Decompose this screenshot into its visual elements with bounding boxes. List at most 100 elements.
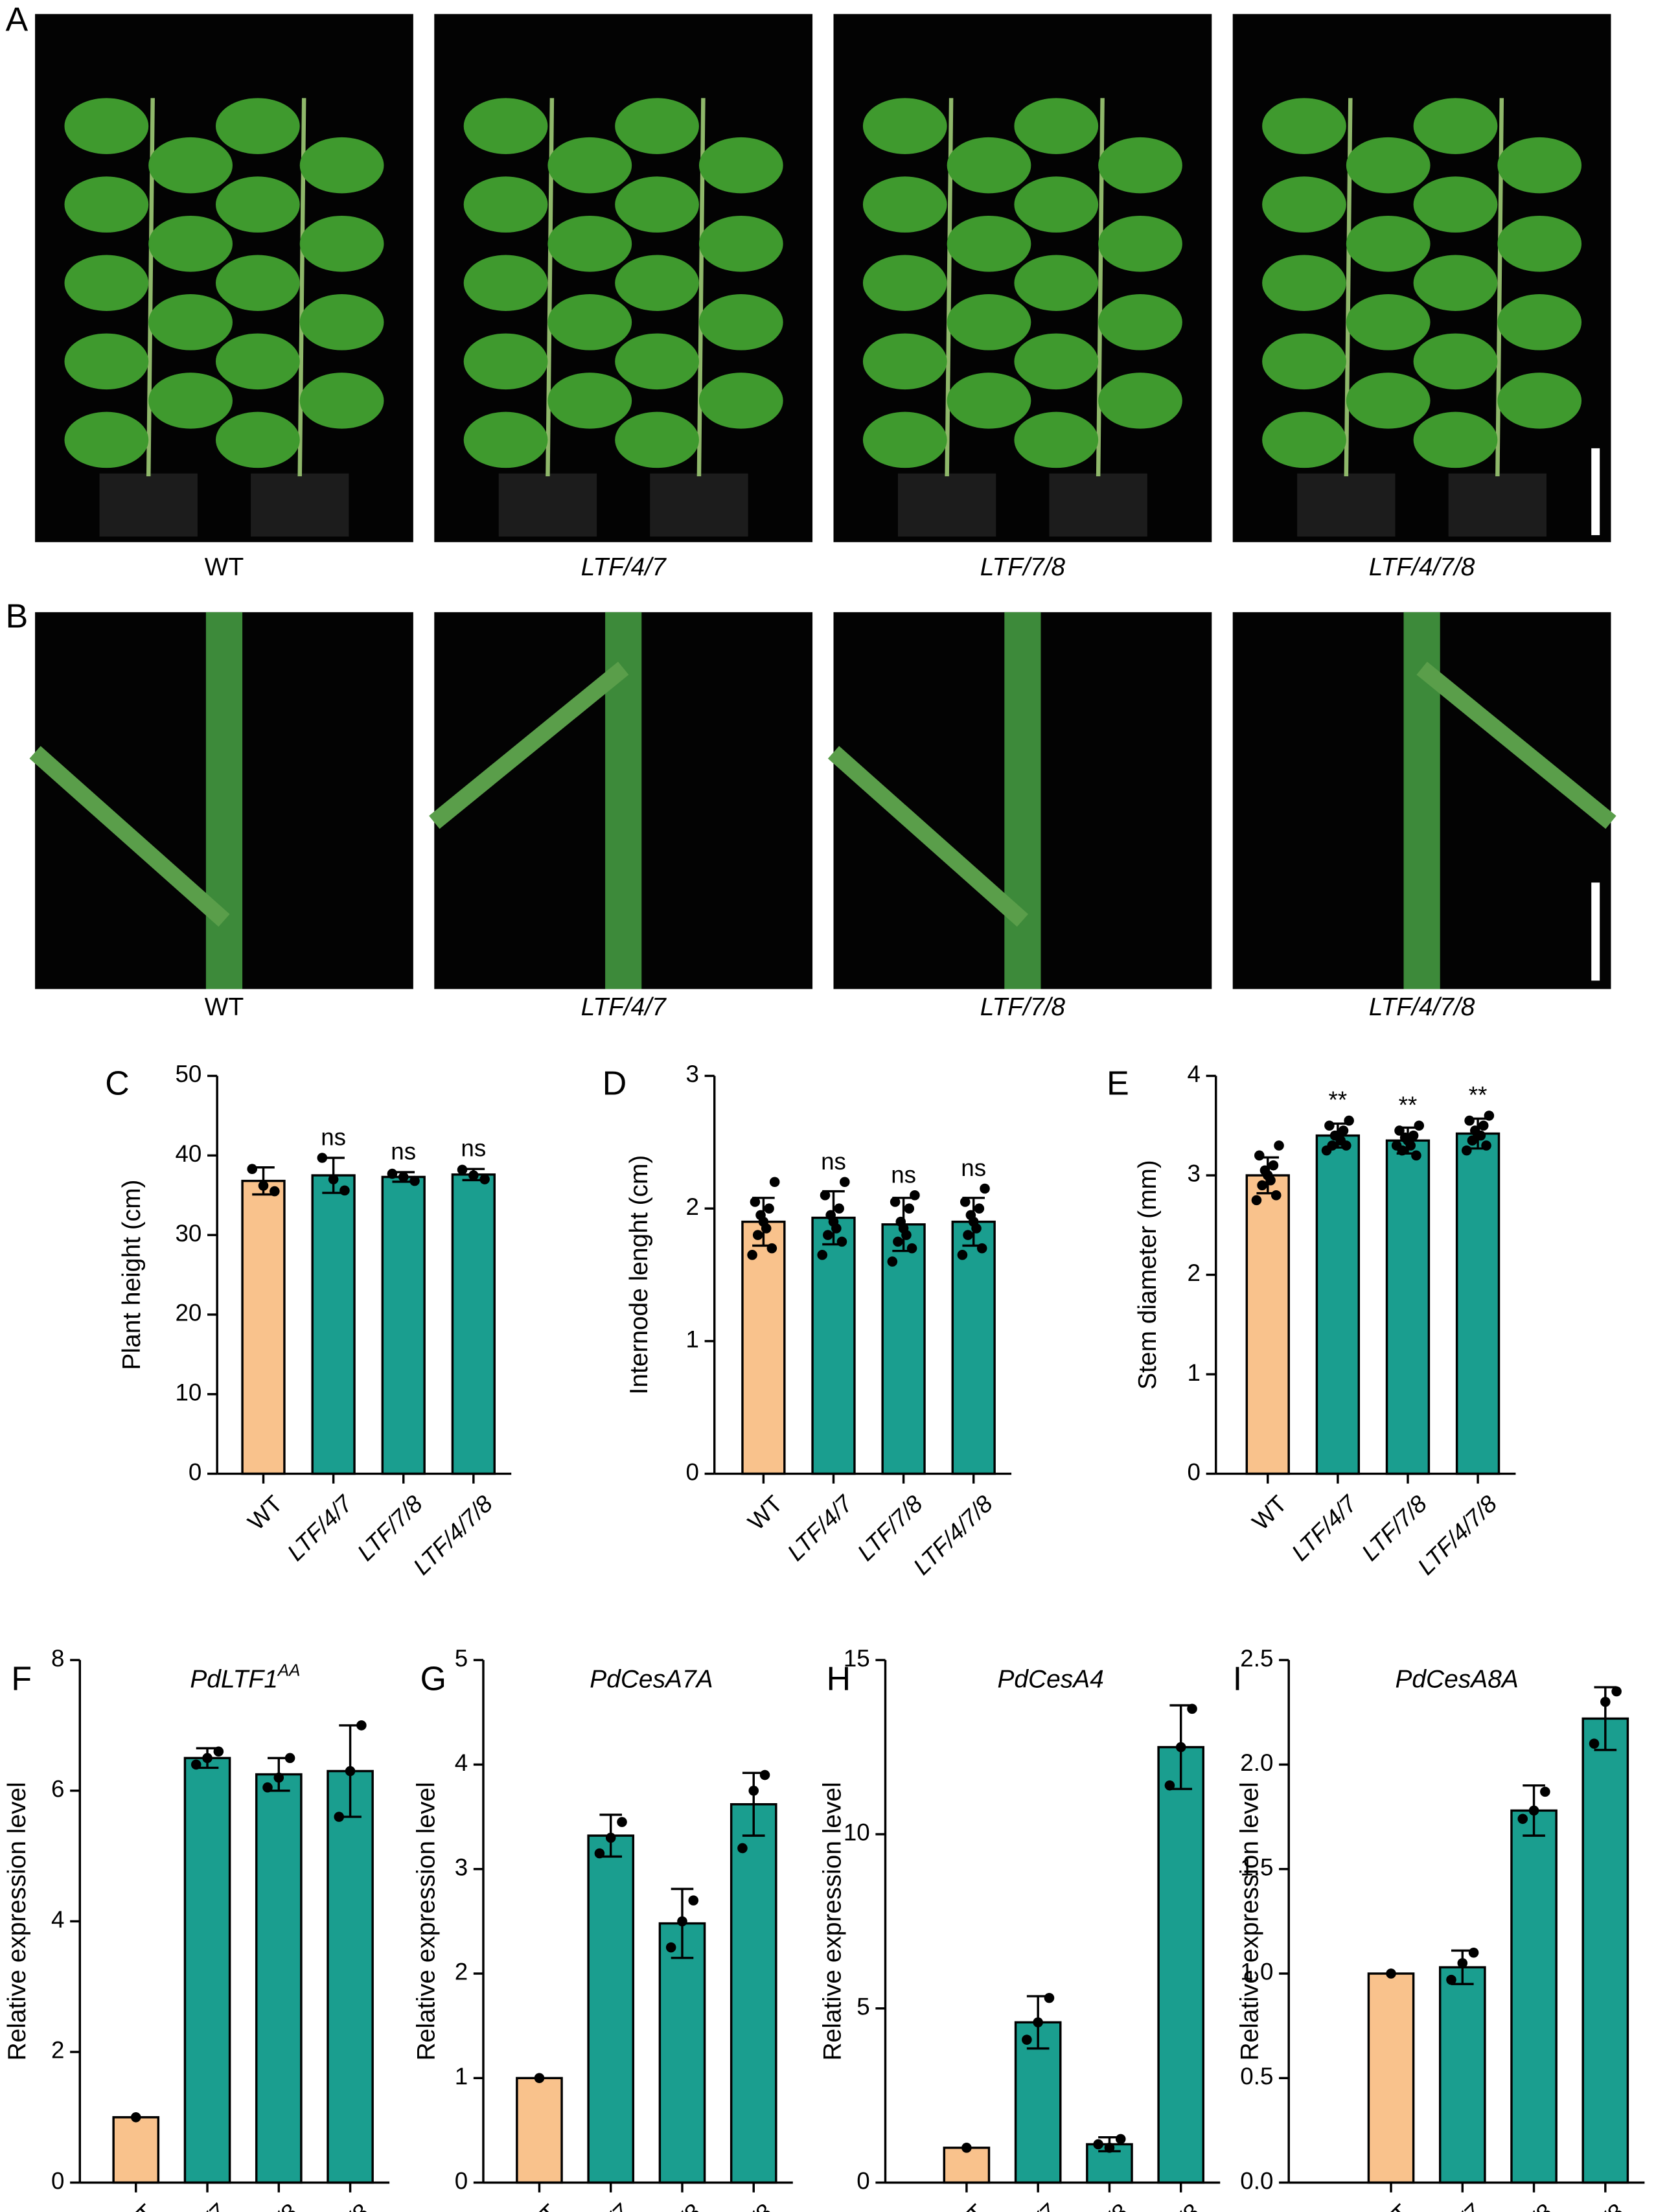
data-point [961, 2143, 972, 2153]
leaf [463, 98, 548, 154]
data-point [764, 1203, 774, 1214]
y-tick-label: 2.0 [1240, 1749, 1273, 1776]
leaf [947, 373, 1031, 429]
y-tick-label: 0.5 [1240, 2063, 1273, 2090]
significance: ns [461, 1135, 486, 1162]
data-point [759, 1769, 770, 1780]
y-tick-label: 2.5 [1240, 1645, 1273, 1672]
leaf [1014, 411, 1099, 468]
leaf [64, 176, 149, 233]
bar [1510, 1809, 1558, 2184]
data-point [1324, 1120, 1335, 1131]
leaf [698, 137, 783, 194]
bar [241, 1179, 286, 1475]
y-axis-label: Internode lenght (cm) [625, 1155, 653, 1395]
data-point [1344, 1115, 1354, 1126]
leaf [547, 294, 632, 351]
x-tick-label: LTF/4/7 [1287, 1490, 1363, 1566]
y-tick-label: 6 [51, 1775, 64, 1802]
stem [205, 612, 243, 989]
data-point [688, 1895, 699, 1906]
data-point [339, 1185, 350, 1196]
y-tick-label: 5 [856, 1993, 869, 2020]
bar [1438, 1966, 1486, 2184]
panel-label: E [1107, 1064, 1129, 1101]
data-point [1394, 1125, 1405, 1136]
bar [255, 1773, 303, 2184]
data-point [752, 1230, 763, 1240]
data-point [457, 1164, 468, 1175]
leaf [463, 333, 548, 390]
data-point [906, 1243, 917, 1254]
bar [658, 1922, 706, 2184]
data-point [836, 1236, 847, 1247]
data-point [887, 1256, 898, 1267]
data-point [1461, 1145, 1472, 1156]
x-tick-label: LTF/4/7 [1411, 2198, 1488, 2212]
leaf [1413, 98, 1498, 154]
y-tick-label: 0.0 [1240, 2167, 1273, 2194]
panel-label: B [6, 597, 29, 635]
data-point [761, 1223, 772, 1234]
x-tick-label: LTF/7/8 [1058, 2199, 1134, 2212]
data-point [840, 1177, 850, 1188]
leaf [547, 137, 632, 194]
data-point [1391, 1140, 1402, 1151]
y-tick-label: 0 [685, 1458, 698, 1485]
y-tick-label: 10 [844, 1819, 870, 1846]
data-point [834, 1203, 844, 1214]
x-tick-label: WT [518, 2199, 563, 2212]
data-point [1093, 2139, 1103, 2150]
data-point [971, 1223, 982, 1234]
leaf [1497, 215, 1582, 272]
y-tick-label: 15 [844, 1645, 870, 1672]
leaf [463, 176, 548, 233]
x-tick-label: LTF/4/7 [987, 2198, 1063, 2212]
data-point [817, 1250, 827, 1260]
leaf [615, 255, 699, 311]
data-point [1528, 1805, 1539, 1816]
data-point [910, 1190, 920, 1201]
data-point [901, 1230, 912, 1240]
leaf [463, 411, 548, 468]
data-point [665, 1942, 676, 1953]
data-point [202, 1753, 213, 1764]
leaf [64, 411, 149, 468]
data-point [974, 1203, 985, 1214]
data-point [1457, 1958, 1468, 1968]
pot [1049, 473, 1147, 537]
significance: ns [321, 1124, 346, 1151]
y-axis-label: Relative expression level [412, 1782, 440, 2060]
data-point [737, 1843, 748, 1854]
data-point [262, 1782, 273, 1793]
data-point [1175, 1742, 1186, 1753]
x-tick-label: LTF/4/7 [782, 1490, 858, 1566]
y-tick-label: 2 [685, 1193, 698, 1220]
bar [1455, 1132, 1500, 1475]
leaf [862, 176, 947, 233]
data-point [1517, 1814, 1528, 1825]
y-tick-label: 1 [1188, 1359, 1201, 1386]
x-tick-label: LTF/4/7/8 [688, 2199, 778, 2212]
bar [327, 1769, 374, 2184]
y-axis-label: Plant height (cm) [118, 1179, 146, 1370]
leaf [299, 373, 384, 429]
leaf [1413, 333, 1498, 390]
bar [730, 1803, 777, 2184]
leaf [148, 215, 233, 272]
title-text: PdCesA8A [1395, 1666, 1518, 1694]
pot [1297, 473, 1396, 537]
leaf [862, 333, 947, 390]
leaf [216, 176, 300, 233]
leaf [1346, 215, 1431, 272]
data-point [284, 1753, 295, 1764]
leaf [862, 98, 947, 154]
data-point [1589, 1738, 1600, 1749]
bar [381, 1175, 426, 1475]
leaf [216, 98, 300, 154]
panel-label: F [11, 1659, 32, 1697]
data-point [1386, 1968, 1396, 1979]
data-point [1115, 2134, 1126, 2145]
data-point [748, 1785, 759, 1796]
